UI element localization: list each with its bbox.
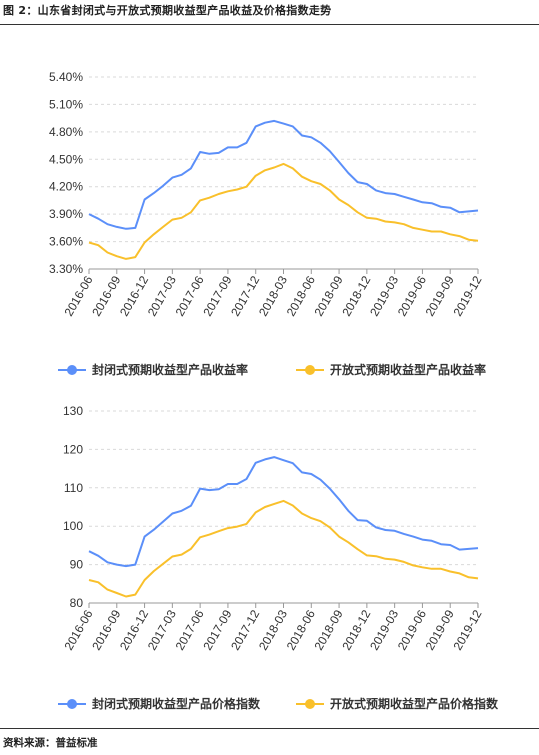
figure-title: 图 2：山东省封闭式与开放式预期收益型产品收益及价格指数走势 [3, 4, 332, 17]
y-tick-label: 5.10% [49, 97, 83, 111]
y-tick-label: 130 [63, 404, 83, 418]
top-divider [0, 24, 539, 25]
price-index-line-chart: 80901001101201302016-062016-092016-12201… [58, 404, 499, 711]
legend-label-1: 封闭式预期收益型产品价格指数 [92, 696, 261, 711]
y-tick-label: 4.20% [49, 180, 83, 194]
y-tick-label: 3.60% [49, 235, 83, 249]
series-line-1 [88, 456, 479, 568]
yield-line-chart: 3.30% 3.60% 3.90% 4.20% 4.50% 4.80% 5.10% 5.40%… [49, 70, 486, 377]
series-line-1 [88, 119, 479, 230]
y-tick-label: 5.40% [49, 70, 83, 84]
y-tick-label: 100 [63, 519, 83, 533]
series-line-2 [88, 162, 479, 260]
source-note: 资料来源：普益标准 [3, 737, 98, 749]
legend-marker-2 [305, 365, 315, 375]
y-tick-label: 80 [70, 596, 84, 610]
legend-marker-1 [67, 699, 77, 709]
y-tick-label: 3.90% [49, 207, 83, 221]
y-tick-label: 120 [63, 442, 83, 456]
legend-marker-2 [305, 699, 315, 709]
legend-marker-1 [67, 365, 77, 375]
series-line-2 [88, 499, 479, 598]
bottom-divider [0, 728, 539, 729]
y-tick-label: 3.30% [49, 262, 83, 276]
y-tick-label: 4.80% [49, 125, 83, 139]
legend-label-1: 封闭式预期收益型产品收益率 [92, 362, 248, 377]
legend-label-2: 开放式预期收益型产品价格指数 [330, 696, 499, 711]
y-tick-label: 4.50% [49, 152, 83, 166]
y-tick-label: 90 [70, 558, 84, 572]
y-tick-label: 110 [64, 481, 83, 495]
legend-label-2: 开放式预期收益型产品收益率 [330, 362, 486, 377]
